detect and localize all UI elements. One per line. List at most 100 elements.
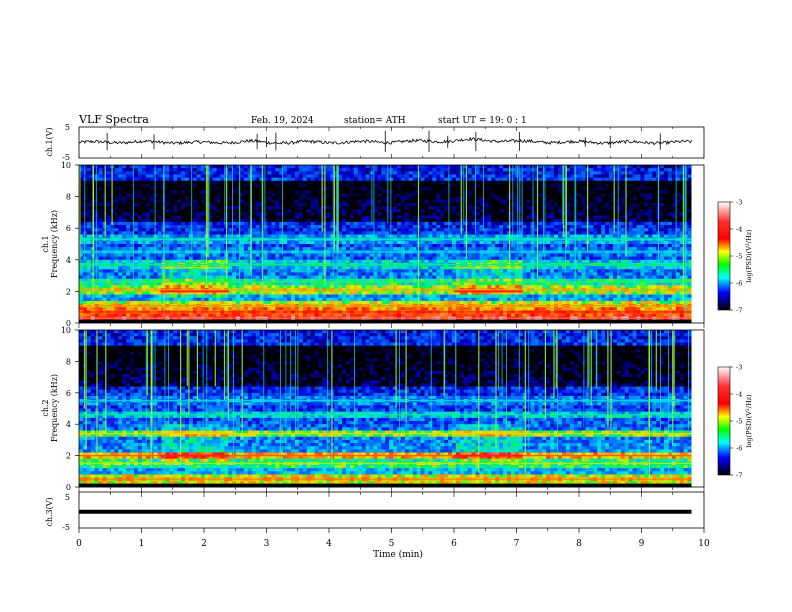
spectrogram-cell: [526, 218, 531, 223]
spectrogram-cell: [554, 193, 559, 197]
spectrogram-cell: [373, 168, 378, 172]
spectrogram-cell: [141, 193, 147, 197]
spectrogram-cell: [338, 228, 343, 232]
spectrogram-cell: [169, 187, 174, 191]
spectrogram-cell: [554, 247, 559, 251]
spectrogram-cell: [554, 199, 559, 204]
spectrogram-cell: [652, 244, 657, 248]
spectrogram-cell: [558, 212, 563, 216]
spectrogram-cell: [428, 168, 433, 172]
spectrogram-cell: [644, 256, 649, 261]
spectrogram-cell: [177, 199, 182, 204]
spectrogram-cell: [357, 209, 362, 213]
spectrogram-cell: [581, 171, 586, 175]
spectrogram-cell: [636, 240, 641, 245]
spectrogram-cell: [542, 228, 547, 232]
spectrogram-cell: [106, 171, 111, 175]
spectrogram-cell: [185, 183, 190, 188]
spectrogram-cell: [177, 187, 182, 191]
spectrogram-cell: [157, 225, 162, 229]
spectrogram-cell: [605, 193, 610, 197]
spectrogram-cell: [518, 221, 523, 226]
spectrogram-cell: [428, 193, 433, 197]
spectrogram-cell: [440, 215, 445, 220]
spectrogram-cell: [236, 253, 241, 257]
spectrogram-cell: [455, 244, 461, 248]
spectrogram-cell: [593, 199, 598, 204]
spectrogram-cell: [122, 193, 127, 197]
spectrogram-cell: [110, 259, 115, 264]
spectrogram-cell: [110, 247, 115, 251]
spectrogram-cell: [228, 190, 233, 194]
spectrogram-cell: [432, 180, 437, 185]
spectrogram-cell: [216, 215, 221, 220]
spectrogram-cell: [291, 259, 296, 264]
spectrogram-cell: [314, 168, 319, 172]
spectrogram-cell: [106, 234, 111, 238]
spectrogram-cell: [432, 212, 437, 216]
spectrogram-cell: [133, 212, 139, 216]
spectrogram-cell: [247, 247, 253, 251]
spectrogram-cell: [353, 171, 359, 175]
spectrogram-cell: [612, 259, 618, 264]
spectrogram-cell: [181, 215, 186, 220]
spectrogram-cell: [483, 244, 488, 248]
spectrogram-cell: [326, 259, 331, 264]
spectrogram-cell: [471, 209, 476, 213]
spectrogram-cell: [141, 171, 147, 175]
spectrogram-cell: [326, 212, 331, 216]
spectrogram-cell: [357, 221, 362, 226]
spectrogram-cell: [114, 190, 119, 194]
spectrogram-cell: [330, 190, 335, 194]
spectrogram-cell: [589, 221, 594, 226]
spectrogram-cell: [428, 256, 433, 261]
spectrogram-cell: [612, 221, 618, 226]
spectrogram-cell: [216, 193, 221, 197]
spectrogram-cell: [522, 228, 527, 232]
spectrogram-cell: [601, 187, 606, 191]
spectrogram-cell: [177, 244, 182, 248]
spectrogram-cell: [605, 183, 610, 188]
spectrogram-cell: [640, 202, 645, 207]
spectrogram-cell: [212, 247, 217, 251]
spectrogram-cell: [157, 212, 162, 216]
spectrogram-cell: [491, 177, 496, 182]
spectrogram-cell: [263, 196, 268, 201]
spectrogram-cell: [287, 190, 292, 194]
spectrogram-cell: [640, 165, 645, 169]
spectrogram-cell: [471, 183, 476, 188]
spectrogram-cell: [188, 240, 194, 245]
spectrogram-cell: [542, 171, 547, 175]
spectrogram-cell: [236, 196, 241, 201]
spectrogram-cell: [620, 212, 626, 216]
spectrogram-cell: [310, 215, 315, 220]
spectrogram-cell: [412, 228, 417, 232]
spectrogram-cell: [538, 218, 543, 223]
spectrogram-cell: [114, 244, 119, 248]
spectrogram-cell: [628, 253, 633, 257]
spectrogram-cell: [298, 240, 304, 245]
spectrogram-cell: [644, 199, 649, 204]
spectrogram-cell: [561, 253, 567, 257]
spectrogram-cell: [342, 259, 347, 264]
spectrogram-cell: [196, 165, 202, 169]
spectrogram-cell: [345, 247, 351, 251]
spectrogram-cell: [601, 234, 606, 238]
spectrogram-cell: [239, 209, 245, 213]
spectrogram-cell: [137, 190, 143, 194]
spectrogram-cell: [298, 168, 304, 172]
spectrogram-cell: [538, 202, 543, 207]
spectrogram-cell: [216, 247, 221, 251]
spectrogram-cell: [448, 196, 453, 201]
spectrogram-cell: [448, 253, 453, 257]
spectrogram-cell: [283, 171, 288, 175]
spectrogram-cell: [644, 244, 649, 248]
spectrogram-cell: [247, 190, 253, 194]
spectrogram-cell: [114, 174, 119, 178]
spectrogram-cell: [452, 215, 457, 220]
spectrogram-cell: [514, 218, 520, 223]
spectrogram-cell: [503, 202, 508, 207]
spectrogram-cell: [98, 165, 103, 169]
spectrogram-cell: [122, 196, 127, 201]
spectrogram-cell: [518, 177, 523, 182]
